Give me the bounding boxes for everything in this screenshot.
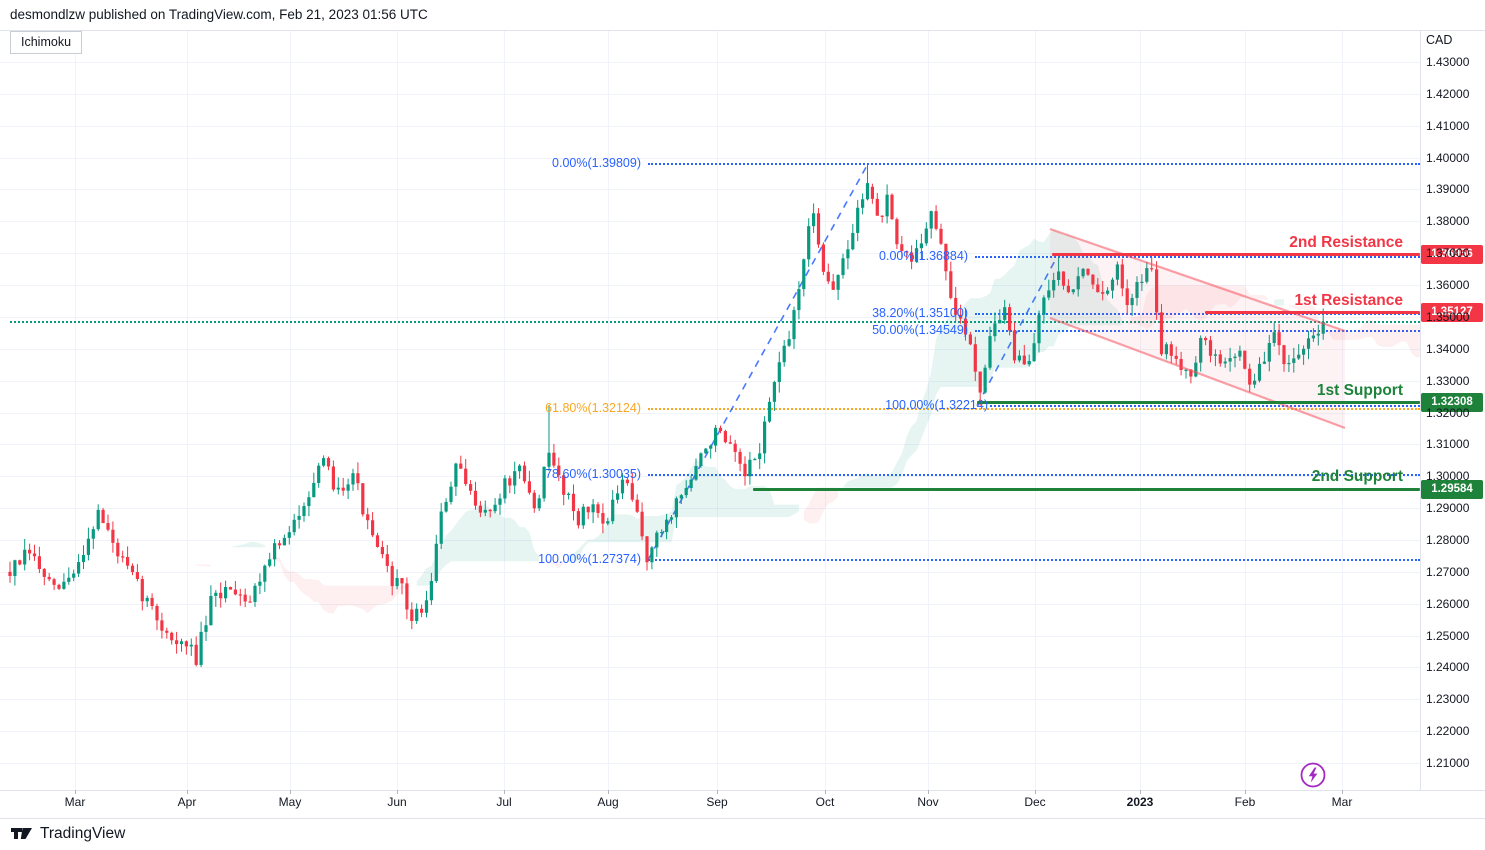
sup2-line (753, 487, 1420, 491)
y-tick-label: 1.43000 (1426, 55, 1470, 69)
x-tick-mark (1035, 790, 1036, 794)
x-tick-mark (608, 790, 609, 794)
x-tick-mark (1245, 790, 1246, 794)
price-axis-separator (1420, 30, 1421, 790)
y-tick-label: 1.26000 (1426, 596, 1470, 611)
footer-separator (0, 818, 1485, 819)
sup2-price-badge: 1.29584 (1421, 479, 1483, 499)
fib-level-label-fib1-786: 78.60%(1.30035) (545, 467, 641, 482)
x-tick-mark (717, 790, 718, 794)
time-axis[interactable]: Mar Apr May Jun Jul Aug Sep Oct Nov Dec 2023 Feb Mar (0, 790, 1420, 818)
x-tick-mark (75, 790, 76, 794)
y-tick-label: 1.31000 (1426, 437, 1470, 452)
x-tick-label: Oct (815, 795, 835, 809)
y-tick-label: 1.33000 (1426, 373, 1470, 388)
x-tick-mark (1342, 790, 1343, 794)
x-tick-label: May (278, 795, 302, 809)
res2-line (1052, 253, 1420, 257)
y-tick-label: 1.41000 (1426, 118, 1470, 133)
y-tick-label: 1.38000 (1426, 214, 1470, 229)
x-tick-label: Jul (496, 795, 512, 809)
y-tick-label: 1.22000 (1426, 724, 1470, 739)
fib-level-label-fib2-0: 0.00%(1.36884) (879, 248, 968, 263)
x-tick-label: Feb (1234, 795, 1256, 809)
res1-label: 1st Resistance (1294, 291, 1403, 309)
res2-label: 2nd Resistance (1289, 233, 1403, 251)
tradingview-logo-text: TradingView (40, 824, 126, 842)
fib-level-label-fib1-618: 61.80%(1.32124) (545, 400, 641, 415)
x-tick-label: 2023 (1126, 795, 1154, 809)
y-tick-label: 1.24000 (1426, 660, 1470, 675)
channel-polygon (1050, 229, 1345, 428)
y-tick-label: 1.23000 (1426, 692, 1470, 707)
fib-level-label-fib1-0: 0.00%(1.39809) (552, 155, 641, 170)
res2-price-badge: 1.36956 (1421, 245, 1483, 265)
y-tick-label: 1.21000 (1426, 756, 1470, 770)
x-tick-mark (1140, 790, 1141, 794)
sup1-price-badge: 1.32308 (1421, 393, 1483, 413)
y-tick-label: 1.42000 (1426, 86, 1470, 101)
x-tick-label: Dec (1024, 795, 1046, 809)
y-tick-label: 1.30000 (1426, 469, 1470, 484)
y-tick-label: 1.27000 (1426, 564, 1470, 579)
fib-level-label-fib2-382: 38.20%(1.35100) (872, 305, 968, 320)
indicator-name: Ichimoku (21, 35, 72, 49)
price-axis[interactable]: CAD 1.43000 1.42000 1.41000 1.40000 1.39000 1… (1420, 30, 1485, 790)
y-tick-label: 1.34000 (1426, 341, 1470, 356)
x-tick-mark (397, 790, 398, 794)
sup1-line (977, 401, 1420, 405)
x-tick-mark (187, 790, 188, 794)
y-tick-label: 1.28000 (1426, 532, 1470, 547)
indicator-legend[interactable]: Ichimoku (10, 31, 83, 54)
x-tick-mark (504, 790, 505, 794)
flash-icon (1300, 762, 1326, 788)
x-tick-mark (290, 790, 291, 794)
y-tick-label: 1.36000 (1426, 278, 1470, 293)
y-tick-label: 1.29000 (1426, 501, 1470, 516)
res1-line (1205, 311, 1420, 315)
sup1-label: 1st Support (1316, 381, 1403, 399)
sup2-label: 2nd Support (1311, 468, 1403, 486)
fib-level-label-fib1-100: 100.00%(1.27374) (538, 551, 641, 566)
fib-level-label-fib2-50: 50.00%(1.34549) (872, 323, 968, 338)
x-tick-mark (928, 790, 929, 794)
x-tick-label: Apr (177, 795, 197, 809)
axis-currency-label: CAD (1426, 33, 1453, 47)
y-tick-label: 1.40000 (1426, 150, 1470, 165)
y-tick-label: 1.32000 (1426, 405, 1470, 420)
y-tick-label: 1.37000 (1426, 246, 1470, 261)
x-tick-label: Aug (597, 795, 619, 809)
time-axis-separator (0, 790, 1485, 791)
fib-level-label-fib2-100: 100.00%(1.32214) (885, 397, 988, 412)
tradingview-logo[interactable]: TradingView (10, 822, 125, 845)
flash-icon-button[interactable] (1299, 761, 1327, 789)
channel-lower-line (1049, 316, 1346, 430)
y-tick-label: 1.35000 (1426, 309, 1470, 324)
x-tick-label: Sep (706, 795, 728, 809)
header-separator (0, 30, 1485, 31)
x-tick-mark (825, 790, 826, 794)
y-tick-label: 1.25000 (1426, 628, 1470, 643)
x-tick-label: Mar (64, 795, 86, 809)
res1-price-badge: 1.35127 (1421, 303, 1483, 323)
tradingview-logo-icon (11, 828, 32, 839)
x-tick-label: Nov (917, 795, 939, 809)
x-tick-label: Mar (1331, 795, 1353, 809)
y-tick-label: 1.39000 (1426, 182, 1470, 197)
x-tick-label: Jun (387, 795, 407, 809)
